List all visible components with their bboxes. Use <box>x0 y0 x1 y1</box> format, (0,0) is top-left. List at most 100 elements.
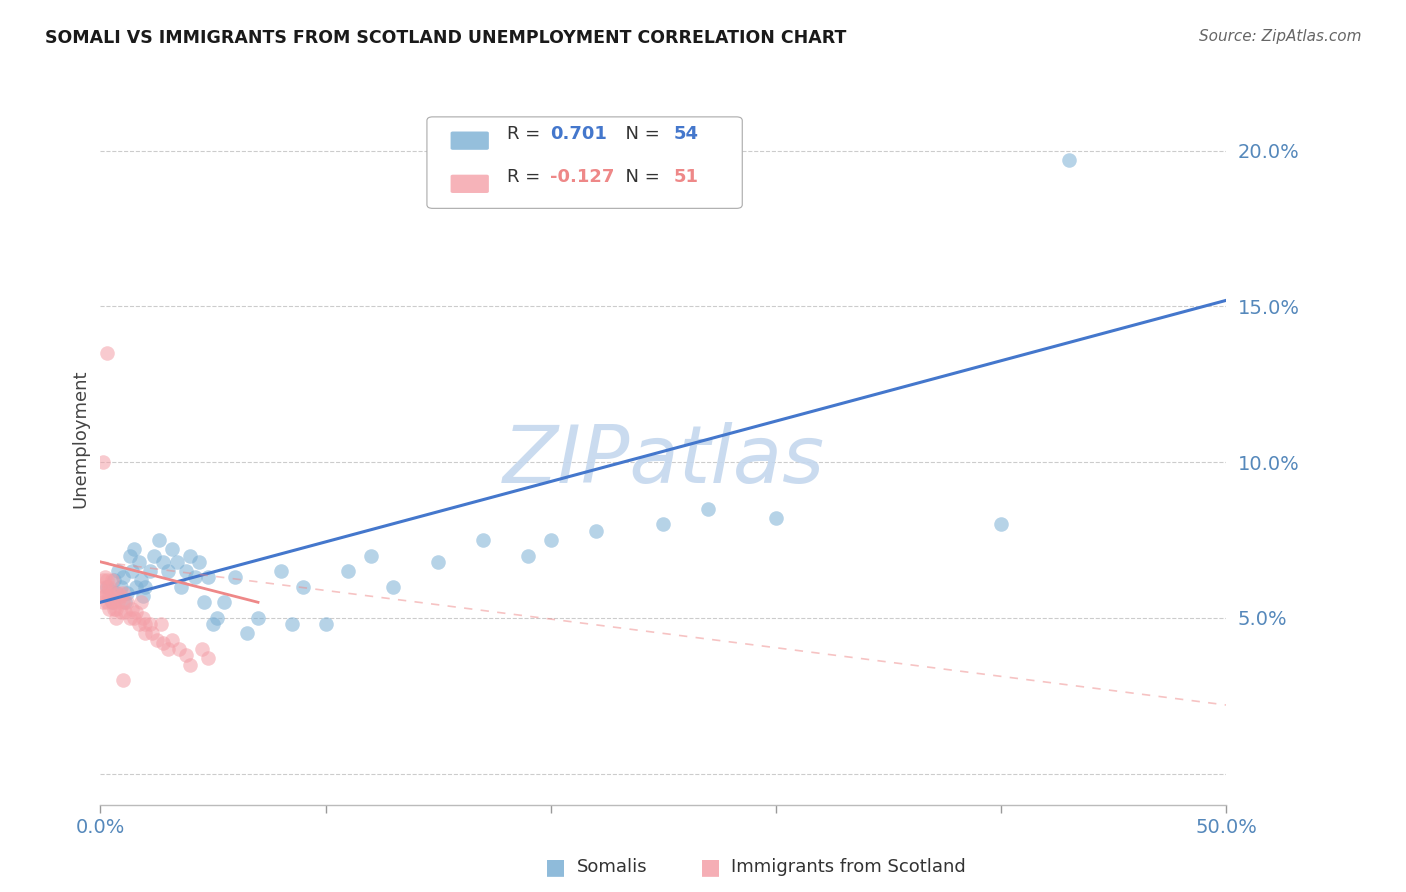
Point <box>110 580 132 594</box>
Point <box>98 580 121 594</box>
Text: Immigrants from Scotland: Immigrants from Scotland <box>731 858 966 876</box>
Point <box>174 648 197 663</box>
Point <box>184 570 207 584</box>
Point <box>98 589 121 603</box>
Point <box>152 555 174 569</box>
Point <box>197 651 219 665</box>
Text: -0.127: -0.127 <box>550 168 614 186</box>
Point <box>270 564 292 578</box>
Text: ■: ■ <box>700 857 720 877</box>
Text: ■: ■ <box>546 857 565 877</box>
Point <box>96 346 118 360</box>
Text: SOMALI VS IMMIGRANTS FROM SCOTLAND UNEMPLOYMENT CORRELATION CHART: SOMALI VS IMMIGRANTS FROM SCOTLAND UNEMP… <box>45 29 846 46</box>
Point <box>111 595 134 609</box>
Point <box>105 601 128 615</box>
Point <box>114 595 136 609</box>
Point <box>117 586 139 600</box>
Point <box>105 586 128 600</box>
Point <box>107 595 129 609</box>
Point <box>125 605 148 619</box>
Point <box>156 564 179 578</box>
Point <box>472 533 495 547</box>
Point <box>110 589 132 603</box>
Text: Source: ZipAtlas.com: Source: ZipAtlas.com <box>1198 29 1361 44</box>
Point <box>143 549 166 563</box>
Point <box>96 586 118 600</box>
Point <box>235 626 257 640</box>
Point <box>697 501 720 516</box>
Point <box>96 580 118 594</box>
Point <box>360 549 382 563</box>
Point <box>292 580 315 594</box>
Point <box>134 617 156 632</box>
Point <box>103 595 125 609</box>
Point <box>91 586 114 600</box>
Point <box>94 589 117 603</box>
FancyBboxPatch shape <box>450 175 489 193</box>
Point <box>152 636 174 650</box>
Point <box>118 611 141 625</box>
FancyBboxPatch shape <box>450 131 489 150</box>
FancyBboxPatch shape <box>427 117 742 209</box>
Point <box>139 617 162 632</box>
Text: N =: N = <box>614 168 665 186</box>
Point <box>247 611 270 625</box>
Point <box>103 574 125 588</box>
Text: 54: 54 <box>673 125 699 143</box>
Text: 51: 51 <box>673 168 699 186</box>
Point <box>585 524 607 538</box>
Point <box>207 611 229 625</box>
Point <box>132 611 155 625</box>
Point <box>111 673 134 687</box>
Point <box>100 574 122 588</box>
Point <box>315 617 337 632</box>
Point <box>110 605 132 619</box>
Point <box>652 517 675 532</box>
Text: 0.701: 0.701 <box>550 125 606 143</box>
Point <box>166 555 188 569</box>
Point <box>128 617 150 632</box>
Point <box>1057 153 1080 168</box>
Point <box>129 574 152 588</box>
Point <box>150 617 173 632</box>
Point <box>197 570 219 584</box>
Point <box>100 595 122 609</box>
Point <box>145 632 167 647</box>
Point <box>148 533 170 547</box>
Point <box>190 642 212 657</box>
Point <box>224 570 246 584</box>
Point <box>103 601 125 615</box>
Text: N =: N = <box>614 125 665 143</box>
Point <box>540 533 562 547</box>
Point <box>98 601 121 615</box>
Point <box>141 626 163 640</box>
Point <box>427 555 450 569</box>
Point <box>114 605 136 619</box>
Point <box>107 586 129 600</box>
Point <box>170 580 193 594</box>
Point <box>91 595 114 609</box>
Point <box>765 511 787 525</box>
Point <box>990 517 1012 532</box>
Point <box>111 570 134 584</box>
Point <box>105 611 128 625</box>
Point <box>162 542 184 557</box>
Point <box>128 555 150 569</box>
Point <box>201 617 224 632</box>
Point <box>91 455 114 469</box>
Point <box>179 657 201 672</box>
Point <box>96 574 118 588</box>
Point <box>107 564 129 578</box>
Point <box>121 564 143 578</box>
Point <box>188 555 211 569</box>
Point <box>179 549 201 563</box>
Point <box>125 580 148 594</box>
Point <box>94 570 117 584</box>
Point <box>117 595 139 609</box>
Point <box>139 564 162 578</box>
Point <box>134 626 156 640</box>
Point <box>132 589 155 603</box>
Point <box>122 611 145 625</box>
Point <box>121 601 143 615</box>
Text: R =: R = <box>508 125 546 143</box>
